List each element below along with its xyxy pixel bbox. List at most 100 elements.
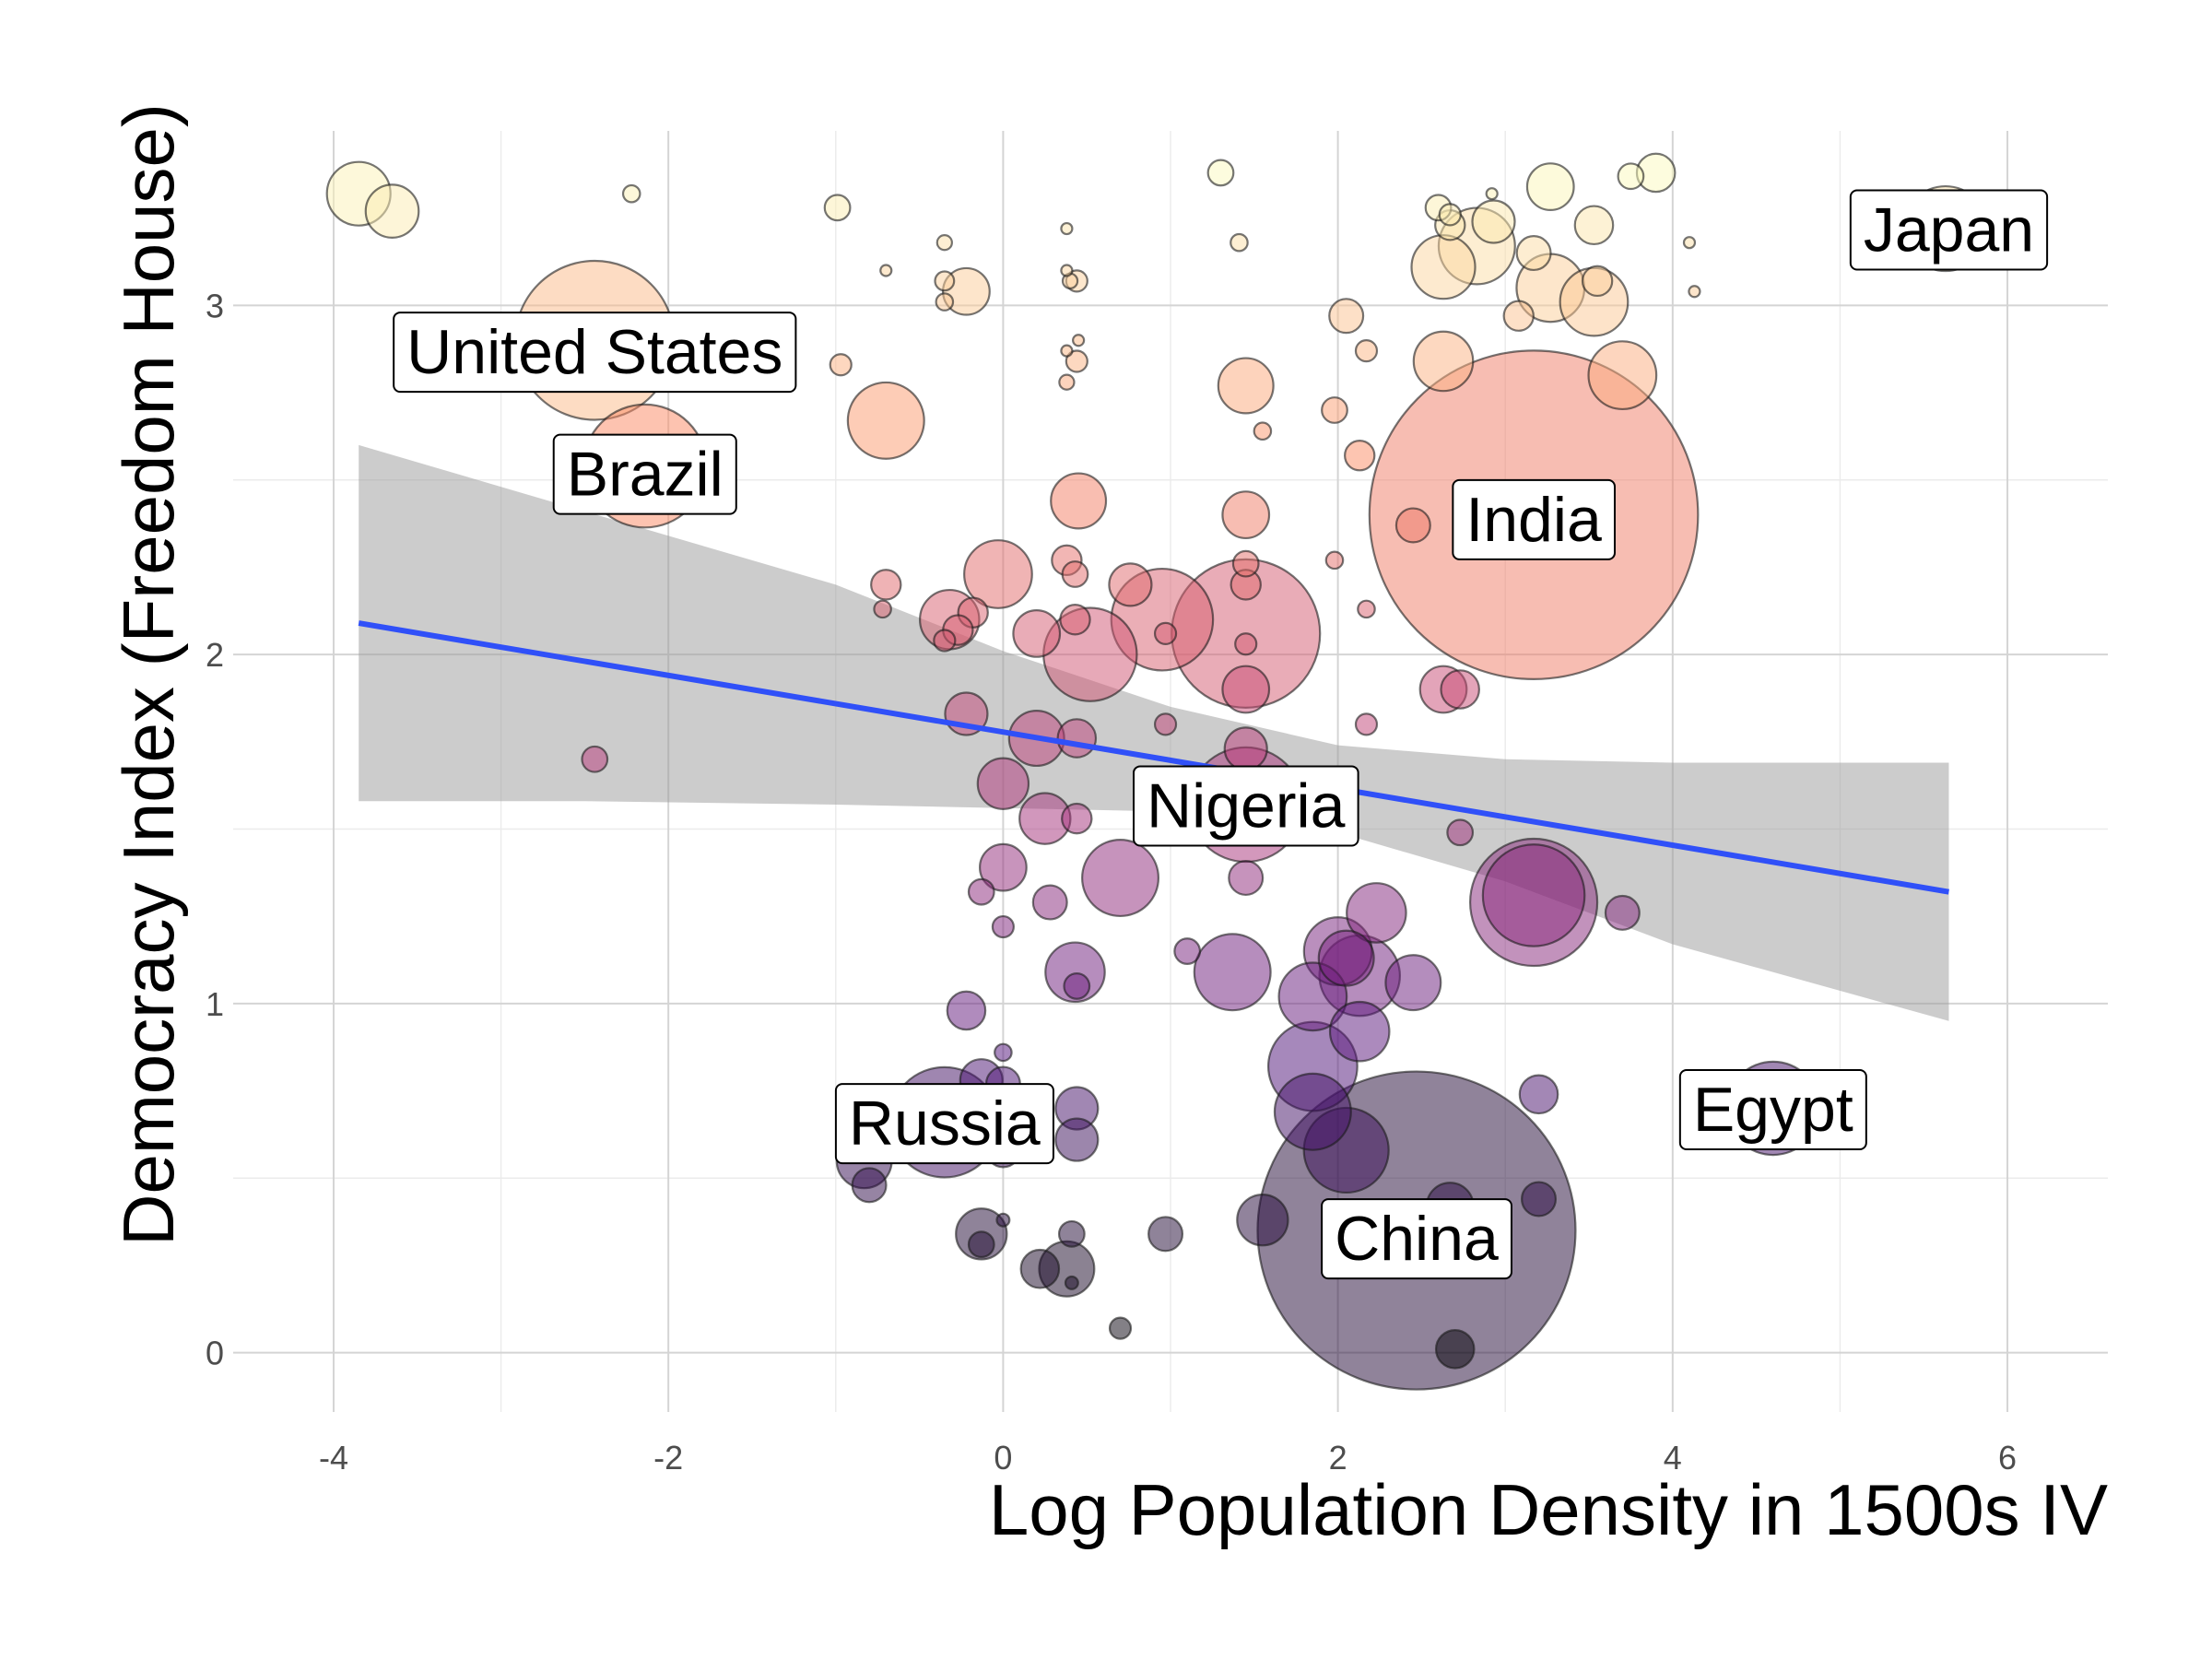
data-point	[1060, 344, 1074, 358]
data-point	[1324, 550, 1345, 571]
data-point	[933, 629, 957, 653]
data-point	[1321, 396, 1348, 424]
data-point	[1581, 265, 1614, 298]
data-point	[1234, 632, 1258, 656]
data-point	[1438, 203, 1462, 227]
fit-line	[358, 620, 1949, 895]
data-point	[364, 183, 420, 239]
label-text: Brazil	[567, 440, 724, 510]
data-point	[1057, 1219, 1086, 1248]
data-point	[1230, 232, 1249, 253]
data-point	[1253, 421, 1273, 441]
label-box	[393, 312, 797, 394]
data-point	[967, 877, 995, 906]
data-point	[1521, 1181, 1558, 1218]
label-text: Russia	[849, 1088, 1041, 1159]
data-point	[1108, 562, 1153, 607]
data-point	[1063, 972, 1091, 1000]
data-point	[1153, 621, 1178, 645]
data-point	[1502, 300, 1535, 332]
data-point	[946, 990, 987, 1031]
axis-ticks: -4 -2 0 2 4 6 0 1 2 3	[206, 287, 2017, 1477]
country-labels: United States Brazil India Nigeria Japan Russ…	[393, 189, 2049, 1280]
data-point	[1059, 604, 1091, 636]
regression-line	[358, 620, 1949, 895]
data-point	[870, 569, 902, 601]
data-point	[1061, 802, 1093, 835]
data-point	[621, 183, 641, 204]
data-point	[935, 234, 953, 252]
data-point	[991, 914, 1015, 939]
label-box	[1849, 189, 2049, 271]
data-point	[1054, 1117, 1100, 1162]
data-point	[1317, 929, 1375, 987]
label-text: Nigeria	[1147, 771, 1346, 841]
x-tick-label: -4	[319, 1439, 348, 1477]
data-point	[1060, 221, 1074, 236]
data-point	[1525, 162, 1575, 211]
data-point	[1682, 236, 1697, 250]
y-tick-label: 1	[206, 985, 224, 1023]
x-axis-title: Log Population Density in 1500s IV	[989, 1469, 2108, 1550]
data-point	[1221, 490, 1271, 540]
country-label: United States	[393, 312, 797, 394]
y-axis-title: Democracy Index (Freedom House)	[108, 103, 189, 1246]
data-point	[963, 539, 1033, 609]
data-point	[1072, 334, 1086, 347]
data-point	[823, 194, 852, 222]
data-point	[1410, 234, 1477, 300]
x-tick-label: 0	[994, 1439, 1012, 1477]
y-tick-label: 3	[206, 287, 224, 324]
x-tick-label: 4	[1664, 1439, 1682, 1477]
data-point	[846, 381, 925, 460]
data-point	[1471, 199, 1516, 244]
data-point	[1050, 472, 1108, 530]
data-point	[879, 264, 893, 277]
data-point	[1328, 298, 1365, 335]
data-point	[1273, 1072, 1352, 1151]
data-point	[1344, 440, 1376, 472]
country-label: Japan	[1849, 189, 2049, 271]
data-point	[1357, 599, 1376, 619]
country-label: China	[1321, 1198, 1512, 1280]
data-point	[1060, 264, 1074, 277]
data-point	[1354, 339, 1379, 363]
data-point	[1217, 357, 1275, 415]
data-point	[1604, 894, 1641, 931]
y-tick-label: 0	[206, 1335, 224, 1372]
data-point	[1081, 839, 1160, 918]
data-point	[1228, 860, 1265, 897]
label-box	[1321, 1198, 1512, 1280]
data-point	[967, 1230, 995, 1259]
data-point	[1153, 712, 1178, 736]
data-point	[1221, 665, 1271, 714]
data-point	[1223, 726, 1268, 771]
data-point	[829, 353, 853, 377]
data-point	[1058, 373, 1076, 391]
country-label: Egypt	[1678, 1068, 1867, 1150]
data-point	[1384, 954, 1442, 1012]
data-point	[1688, 285, 1701, 299]
label-box	[1678, 1068, 1867, 1150]
country-label: India	[1452, 478, 1616, 560]
data-point	[1617, 162, 1645, 191]
data-point	[1573, 205, 1615, 246]
data-point	[1206, 159, 1235, 187]
data-point	[1481, 843, 1586, 947]
data-point	[1346, 882, 1407, 944]
data-point	[581, 745, 609, 773]
data-point	[1173, 937, 1202, 965]
data-point	[934, 270, 956, 292]
country-label: Nigeria	[1133, 765, 1359, 847]
label-text: Egypt	[1693, 1075, 1853, 1145]
y-tick-label: 2	[206, 636, 224, 674]
country-label: Brazil	[552, 433, 737, 515]
label-text: Japan	[1864, 195, 2034, 265]
data-point	[1515, 235, 1552, 272]
data-point	[1231, 549, 1260, 578]
data-point	[1587, 340, 1658, 411]
country-label: Russia	[834, 1083, 1054, 1165]
x-tick-label: -2	[653, 1439, 683, 1477]
label-box	[834, 1083, 1054, 1165]
label-text: India	[1465, 485, 1602, 555]
